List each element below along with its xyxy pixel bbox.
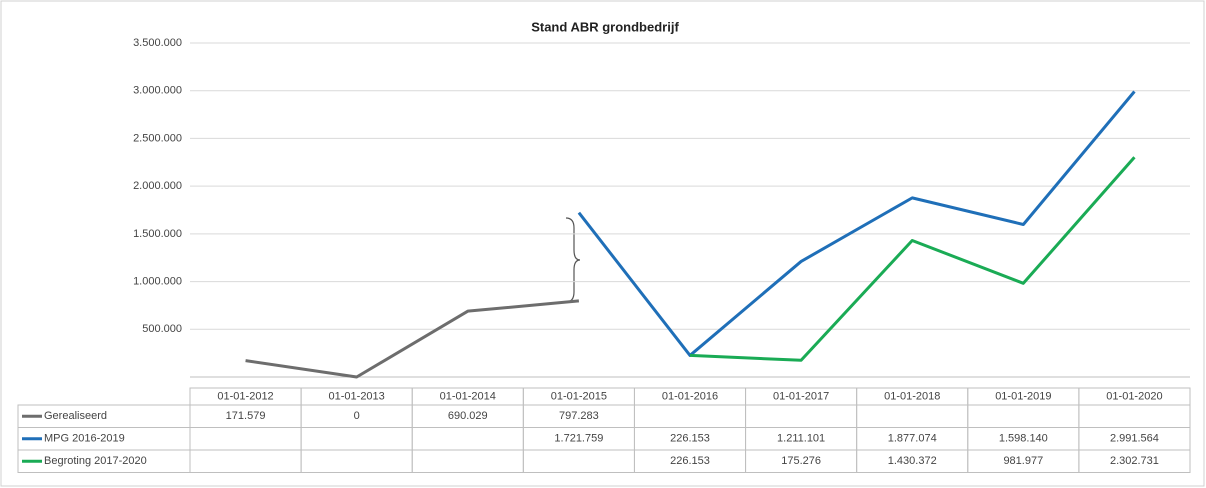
table-value: 1.211.101 (777, 433, 825, 445)
chart-title: Stand ABR grondbedrijf (531, 19, 679, 34)
table-value: 226.153 (670, 455, 710, 467)
legend-label: Gerealiseerd (44, 410, 107, 422)
x-tick-label: 01-01-2013 (329, 390, 385, 402)
series-line (245, 299, 580, 379)
table-value: 2.991.564 (1110, 433, 1159, 445)
y-tick-label: 2.500.000 (133, 132, 182, 144)
table-value: 1.721.759 (554, 433, 603, 445)
legend-label: Begroting 2017-2020 (44, 455, 147, 467)
table-value: 981.977 (1003, 455, 1043, 467)
x-tick-label: 01-01-2018 (884, 390, 940, 402)
x-tick-label: 01-01-2020 (1106, 390, 1162, 402)
table-cell (1078, 449, 1191, 473)
table-value: 690.029 (448, 410, 488, 422)
table-value: 0 (354, 410, 360, 422)
y-tick-label: 3.500.000 (133, 37, 182, 49)
x-tick-label: 01-01-2014 (440, 390, 496, 402)
y-tick-label: 2.000.000 (133, 180, 182, 192)
y-tick-label: 500.000 (142, 323, 182, 335)
series-line (577, 90, 1136, 357)
y-tick-label: 1.000.000 (133, 275, 182, 287)
brace (565, 217, 581, 303)
table-value: 797.283 (559, 410, 599, 422)
y-tick-label: 3.000.000 (133, 85, 182, 97)
table-value: 1.877.074 (888, 433, 937, 445)
x-tick-label: 01-01-2015 (551, 390, 607, 402)
x-tick-label: 01-01-2019 (995, 390, 1051, 402)
table-value: 171.579 (226, 410, 266, 422)
x-tick-label: 01-01-2016 (662, 390, 718, 402)
table-value: 1.598.140 (999, 433, 1048, 445)
table-value: 226.153 (670, 433, 710, 445)
table-value: 175.276 (781, 455, 821, 467)
legend-label: MPG 2016-2019 (44, 433, 125, 445)
series-line (689, 156, 1136, 362)
table-value: 2.302.731 (1110, 455, 1159, 467)
y-tick-label: 1.500.000 (133, 228, 182, 240)
x-tick-label: 01-01-2017 (773, 390, 829, 402)
x-tick-label: 01-01-2012 (217, 390, 273, 402)
table-value: 1.430.372 (888, 455, 937, 467)
